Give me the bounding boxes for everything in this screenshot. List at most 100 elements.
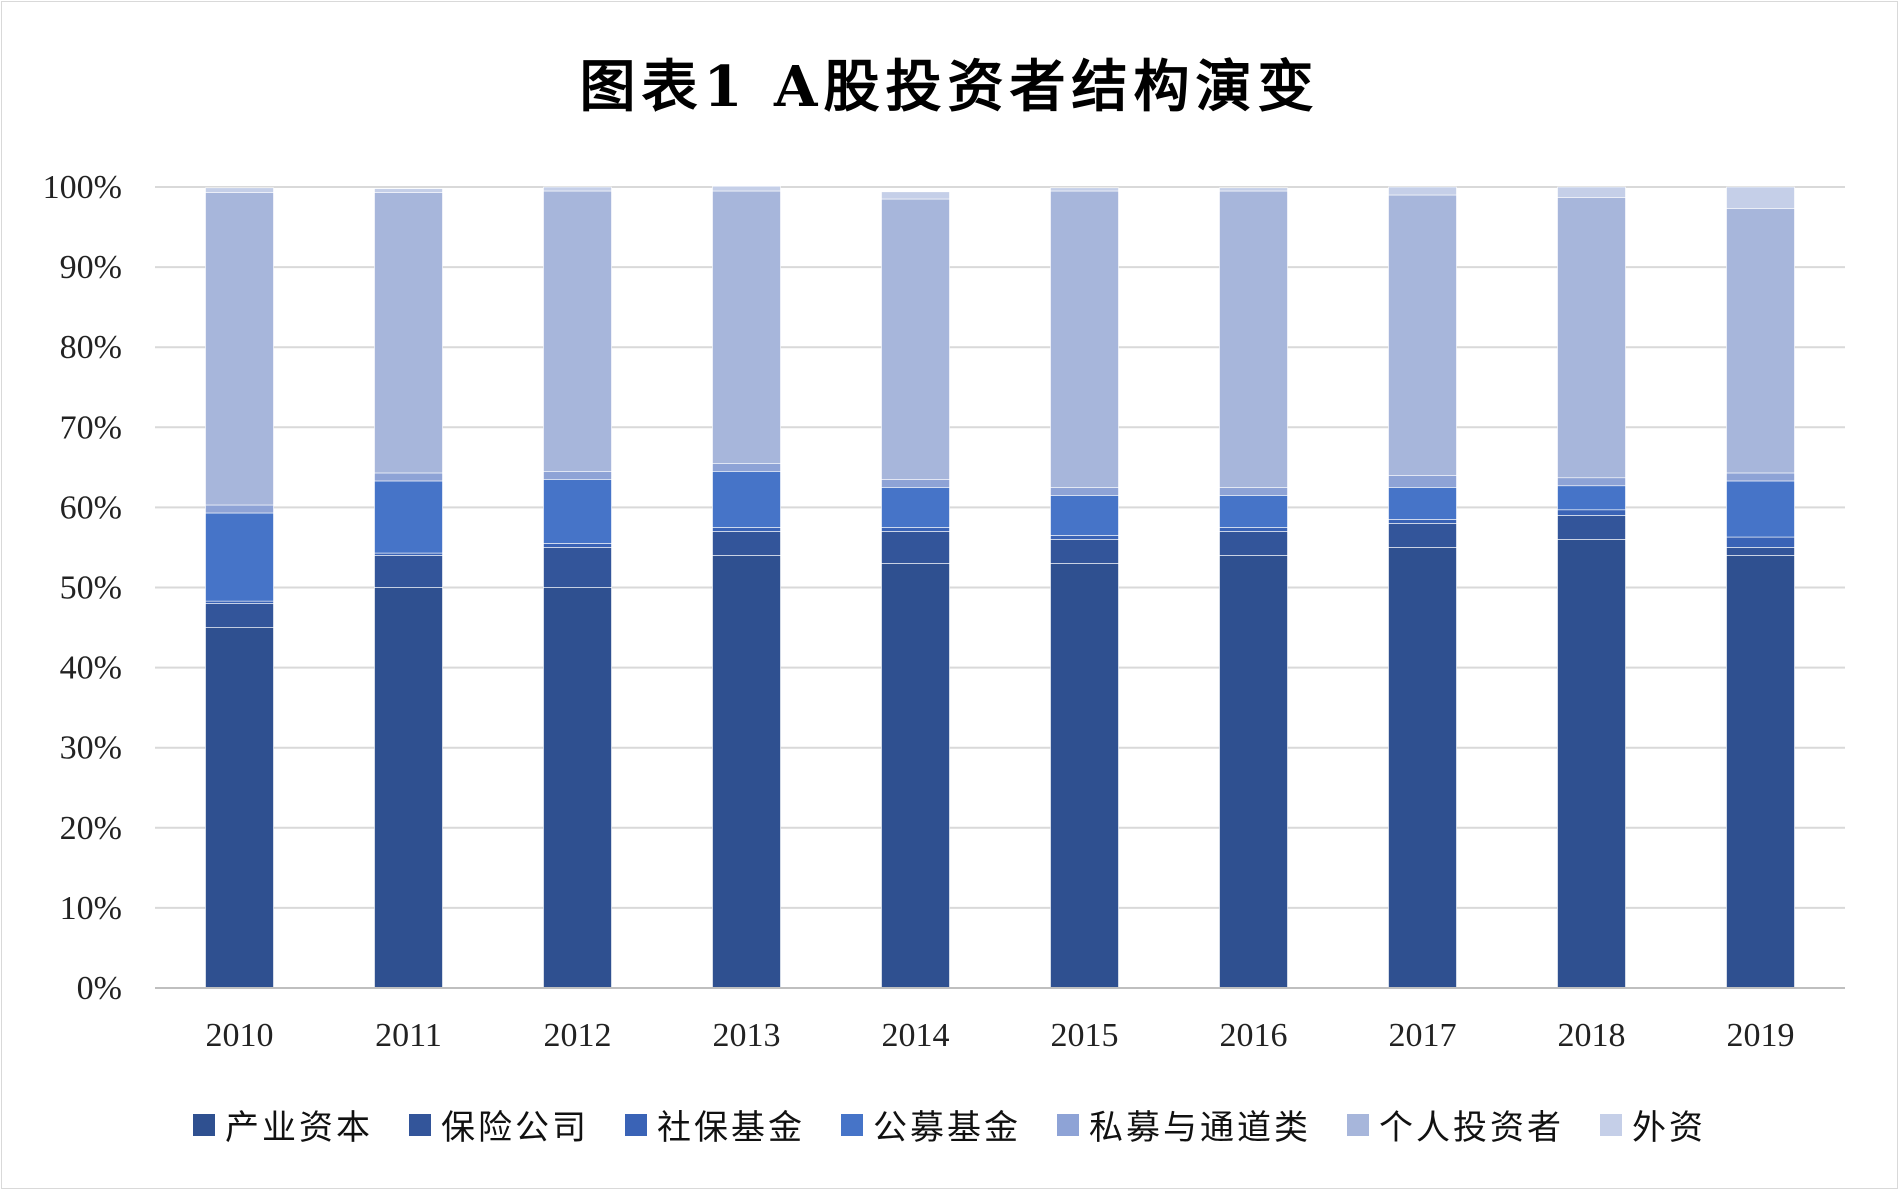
- bar-segment-2010-4: [205, 504, 274, 514]
- bar-segment-2019-2: [1726, 536, 1795, 548]
- y-tick-label: 100%: [43, 169, 122, 206]
- x-tick-label: 2015: [1051, 1017, 1119, 1054]
- bar-segment-2013-0: [712, 555, 781, 989]
- bar-segment-2019-1: [1726, 547, 1795, 556]
- legend-label: 保险公司: [441, 1108, 589, 1148]
- bar-segment-2017-3: [1388, 487, 1457, 520]
- bar-segment-2019-4: [1726, 472, 1795, 482]
- y-tick-label: 80%: [60, 329, 122, 366]
- bar-segment-2011-5: [374, 192, 443, 474]
- y-tick-label: 70%: [60, 409, 122, 446]
- bar-segment-2014-3: [881, 487, 950, 528]
- bar-segment-2017-0: [1388, 547, 1457, 989]
- bar-segment-2011-3: [374, 480, 443, 554]
- x-tick-label: 2019: [1727, 1017, 1795, 1054]
- bar-segment-2018-3: [1557, 485, 1626, 511]
- legend-label: 外资: [1632, 1108, 1706, 1148]
- bar-segment-2018-6: [1557, 186, 1626, 198]
- bar-segment-2016-3: [1219, 495, 1288, 528]
- legend-item: 社保基金: [625, 1100, 805, 1149]
- bar-segment-2016-6: [1219, 187, 1288, 192]
- chart-title: 图表1 A股投资者结构演变: [579, 54, 1320, 120]
- bar-segment-2019-0: [1726, 555, 1795, 989]
- bar-segment-2014-4: [881, 479, 950, 488]
- legend-item: 公募基金: [841, 1100, 1021, 1149]
- bar-segment-2018-5: [1557, 197, 1626, 479]
- bar-segment-2012-2: [543, 543, 612, 548]
- bar-segment-2010-6: [205, 187, 274, 193]
- y-tick-label: 20%: [60, 810, 122, 847]
- bar-segment-2012-0: [543, 587, 612, 989]
- bar-segment-2010-2: [205, 600, 274, 604]
- bar-segment-2011-1: [374, 555, 443, 588]
- bar-segment-2017-4: [1388, 475, 1457, 488]
- legend-item: 私募与通道类: [1057, 1100, 1311, 1149]
- bar-segment-2017-2: [1388, 519, 1457, 524]
- bar-segment-2010-5: [205, 192, 274, 506]
- x-tick-label: 2011: [375, 1017, 442, 1054]
- bar-segment-2016-2: [1219, 527, 1288, 532]
- x-tick-label: 2017: [1389, 1017, 1457, 1054]
- y-tick-label: 30%: [60, 730, 122, 767]
- x-tick-label: 2016: [1220, 1017, 1288, 1054]
- legend-swatch: [1600, 1113, 1622, 1136]
- bar-segment-2013-5: [712, 190, 781, 464]
- bar-segment-2012-3: [543, 479, 612, 544]
- legend-swatch: [625, 1113, 647, 1136]
- bar-segment-2015-4: [1050, 487, 1119, 496]
- legend: 产业资本 保险公司 社保基金 公募基金 私募与通道类 个人投资者 外资: [0, 1100, 1899, 1149]
- bar-segment-2018-2: [1557, 509, 1626, 516]
- bar-segment-2011-6: [374, 188, 443, 193]
- bar-segment-2014-1: [881, 531, 950, 564]
- bar-segment-2019-3: [1726, 480, 1795, 538]
- bar-segment-2012-1: [543, 547, 612, 588]
- bar-segment-2011-0: [374, 587, 443, 989]
- bar-segment-2013-2: [712, 527, 781, 532]
- bar-segment-2015-1: [1050, 539, 1119, 564]
- legend-item: 保险公司: [409, 1100, 589, 1149]
- x-tick-label: 2010: [206, 1017, 274, 1054]
- legend-item: 外资: [1600, 1100, 1706, 1149]
- bar-segment-2015-3: [1050, 495, 1119, 536]
- bar-segment-2014-5: [881, 198, 950, 480]
- bar-segment-2017-6: [1388, 186, 1457, 196]
- bar-segment-2017-5: [1388, 194, 1457, 476]
- bar-segment-2012-5: [543, 190, 612, 472]
- y-tick-label: 0%: [77, 970, 122, 1007]
- y-tick-label: 10%: [60, 890, 122, 927]
- y-tick-label: 60%: [60, 489, 122, 526]
- bar-segment-2010-3: [205, 512, 274, 602]
- bar-segment-2016-1: [1219, 531, 1288, 556]
- bar-segment-2013-3: [712, 471, 781, 528]
- bar-segment-2016-5: [1219, 190, 1288, 488]
- legend-swatch: [409, 1113, 431, 1136]
- bar-segment-2018-0: [1557, 539, 1626, 989]
- bar-segment-2019-6: [1726, 186, 1795, 209]
- legend-label: 社保基金: [657, 1108, 805, 1148]
- legend-swatch: [1057, 1113, 1079, 1136]
- legend-swatch: [1347, 1113, 1369, 1136]
- bar-segment-2010-1: [205, 603, 274, 628]
- bar-segment-2018-4: [1557, 477, 1626, 487]
- bar-segment-2010-0: [205, 627, 274, 989]
- bar-segment-2019-5: [1726, 208, 1795, 474]
- legend-swatch: [193, 1113, 215, 1136]
- legend-swatch: [841, 1113, 863, 1136]
- x-tick-label: 2018: [1558, 1017, 1626, 1054]
- bar-segment-2014-6: [881, 191, 950, 200]
- bar-segment-2013-1: [712, 531, 781, 556]
- y-tick-label: 90%: [60, 249, 122, 286]
- x-tick-label: 2014: [882, 1017, 950, 1054]
- bar-segment-2013-6: [712, 185, 781, 192]
- bar-segment-2013-4: [712, 463, 781, 472]
- bar-segment-2011-4: [374, 472, 443, 482]
- bar-segment-2015-2: [1050, 535, 1119, 540]
- bar-segment-2017-1: [1388, 523, 1457, 548]
- bar-segment-2014-2: [881, 527, 950, 532]
- bar-segment-2015-0: [1050, 563, 1119, 989]
- legend-item: 产业资本: [193, 1100, 373, 1149]
- bar-segment-2014-0: [881, 563, 950, 989]
- legend-label: 公募基金: [873, 1108, 1021, 1148]
- bar-segment-2018-1: [1557, 515, 1626, 540]
